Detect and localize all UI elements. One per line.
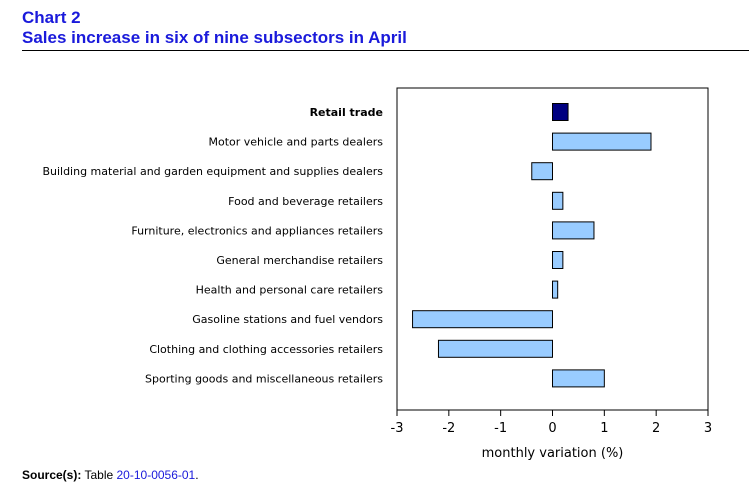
title-divider [22,50,749,51]
bars-layer [412,103,652,388]
bar-retail-trade [552,103,569,121]
bar-furniture-electronics-and-appliances-retailers [552,221,595,240]
source-table-link[interactable]: 20-10-0056-01 [116,468,196,482]
category-label-retail-trade: Retail trade [310,106,383,119]
category-label-clothing-and-clothing-accessories-retailers: Clothing and clothing accessories retail… [149,343,383,356]
x-tick-label: 0 [548,421,556,436]
x-tick-label: -3 [391,421,404,436]
x-tick-label: 2 [652,421,660,436]
category-labels: Retail trade Motor vehicle and parts deal… [42,106,383,385]
source-note: Source(s): Table 20-10-0056-01. [22,468,199,482]
source-suffix: . [195,468,199,482]
source-label: Source(s): [22,468,82,482]
category-label-food-and-beverage-retailers: Food and beverage retailers [228,195,383,208]
category-label-sporting-goods-and-miscellaneous-retailers: Sporting goods and miscellaneous retaile… [145,372,383,385]
category-label-gasoline-stations-and-fuel-vendors: Gasoline stations and fuel vendors [192,313,383,326]
category-label-furniture-electronics-and-appliances-retailers: Furniture, electronics and appliances re… [131,224,383,237]
chart-heading: Sales increase in six of nine subsectors… [22,28,407,47]
category-label-health-and-personal-care-retailers: Health and personal care retailers [196,284,384,297]
x-axis-ticks: -3 -2 -1 0 1 2 3 [391,410,712,436]
bar-motor-vehicle-and-parts-dealers [552,132,652,151]
category-label-motor-vehicle-and-parts-dealers: Motor vehicle and parts dealers [208,136,383,149]
x-tick-label: 3 [704,421,712,436]
bar-building-material-and-garden-equipment-and-supplies-dealers [531,162,553,181]
chart-title: Chart 2 Sales increase in six of nine su… [22,8,407,48]
bar-health-and-personal-care-retailers [552,280,559,299]
x-tick-label: -1 [494,421,507,436]
bar-general-merchandise-retailers [552,251,564,269]
category-label-building-material-and-garden-equipment-and-supplies-dealers: Building material and garden equipment a… [42,165,383,178]
x-axis-label: monthly variation (%) [482,446,624,461]
chart-label: Chart 2 [22,8,81,27]
bar-food-and-beverage-retailers [552,191,564,210]
bar-sporting-goods-and-miscellaneous-retailers [552,369,605,388]
source-prefix: Table [84,468,114,482]
x-tick-label: -2 [442,421,455,436]
bar-gasoline-stations-and-fuel-vendors [412,310,553,329]
category-label-general-merchandise-retailers: General merchandise retailers [216,254,383,267]
bar-clothing-and-clothing-accessories-retailers [437,339,554,358]
x-tick-label: 1 [600,421,608,436]
